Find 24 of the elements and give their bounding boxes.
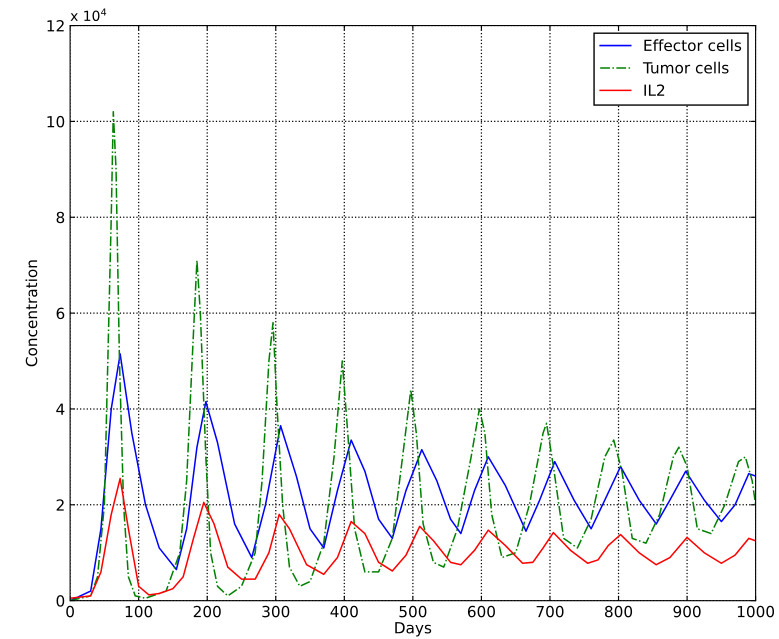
x-tick-label: 0	[66, 606, 74, 618]
x-tick-label: 900	[673, 606, 701, 618]
y-tick-label: 10	[47, 116, 64, 128]
y-tick-label: 6	[56, 308, 64, 320]
x-tick-label: 200	[194, 606, 221, 618]
text: x 10$^{4}$	[70, 8, 106, 22]
x-axis-title: Days	[395, 622, 432, 636]
x-tick-label: 800	[604, 606, 632, 618]
y-tick-label: 2	[56, 499, 64, 511]
y-tick-label: 0	[56, 595, 64, 607]
legend-label: Tumor cells	[642, 62, 729, 74]
y-axis-title: Concentration	[25, 260, 38, 366]
x-tick-label: 400	[330, 606, 358, 618]
y-tick-label: 12	[47, 20, 64, 32]
x-tick-label: 500	[399, 606, 426, 618]
x-tick-label: 100	[126, 606, 152, 618]
y-tick-label: 4	[56, 404, 64, 415]
x-tick-label: 700	[536, 606, 564, 618]
x-tick-label: 300	[262, 606, 290, 618]
x-tick-label: 600	[468, 606, 495, 618]
legend-label: IL2	[644, 84, 664, 96]
legend-label: Effector cells	[644, 39, 742, 52]
x-tick-label: 1000	[738, 606, 774, 618]
y-tick-label: 8	[56, 212, 64, 224]
